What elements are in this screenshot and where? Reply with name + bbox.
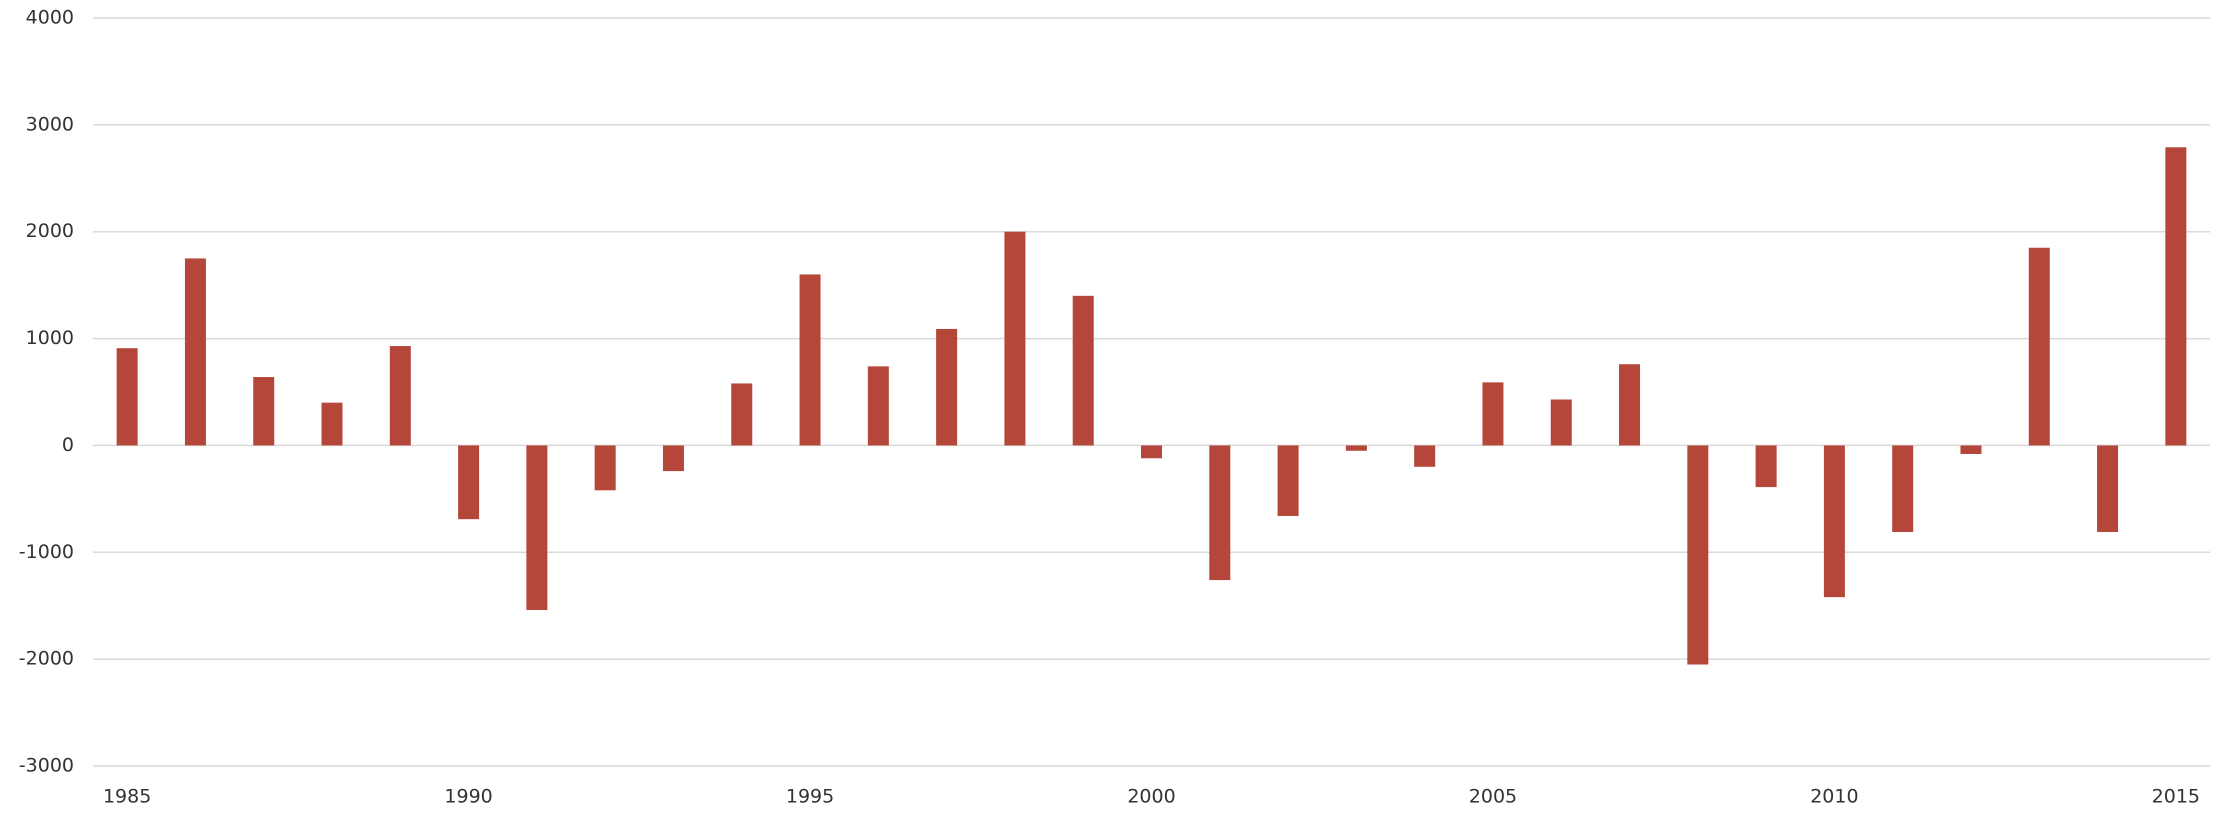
bar [1687,445,1709,665]
bar [1345,445,1367,451]
bar [2165,147,2187,446]
y-tick-label: -3000 [19,755,74,777]
y-tick-label: -2000 [19,648,74,670]
y-tick-label: 4000 [26,7,74,29]
bar [594,445,616,491]
x-tick-label: 2010 [1810,786,1858,808]
y-tick-label: 2000 [26,220,74,242]
bar [936,328,958,446]
y-tick-label: -1000 [19,541,74,563]
x-tick-label: 1995 [786,786,834,808]
bar [2028,247,2050,446]
bar [662,445,684,472]
bar [799,274,821,446]
x-tick-label: 2000 [1127,786,1175,808]
bar [1414,445,1436,467]
bar [1004,231,1026,446]
bar [731,383,753,446]
bar [1823,445,1845,598]
y-tick-label: 3000 [26,113,74,135]
bar [253,377,275,446]
bar [1482,382,1504,446]
bar [184,258,206,446]
bar [1892,445,1914,532]
y-tick-label: 0 [62,434,74,456]
bar [867,366,889,446]
y-tick-label: 1000 [26,327,74,349]
bar [1072,295,1094,446]
bar [116,348,138,446]
bar [1960,445,1982,454]
bar [1141,445,1162,459]
bar [389,346,411,446]
x-tick-label: 1985 [103,786,151,808]
bar [1755,445,1777,488]
bar [526,445,548,610]
bar [1277,445,1299,516]
x-tick-label: 2005 [1469,786,1517,808]
bar [2097,445,2119,532]
x-tick-label: 2015 [2152,786,2200,808]
x-tick-label: 1990 [444,786,492,808]
bar [321,402,343,446]
bar [458,445,480,520]
bar [1619,364,1641,446]
bar [1550,399,1572,446]
bar [1209,445,1231,581]
